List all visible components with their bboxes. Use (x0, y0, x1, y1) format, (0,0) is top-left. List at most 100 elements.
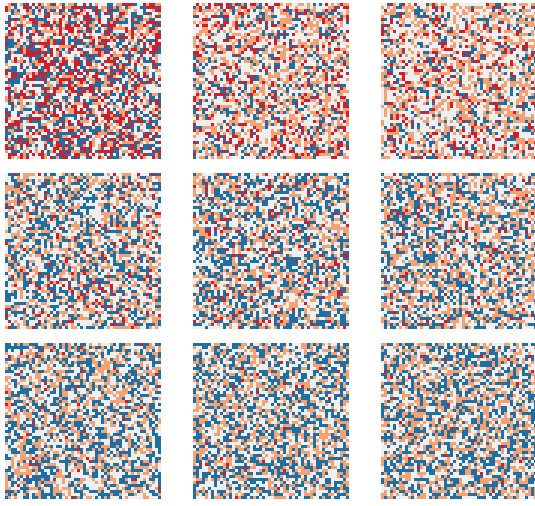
cell-red (50, 60, 53, 63)
cell-blue (137, 39, 140, 42)
cell-blue (322, 117, 325, 120)
cell-blue (113, 102, 116, 105)
cell-red (295, 156, 298, 159)
cell-orange (531, 114, 534, 117)
cell-blue (334, 30, 337, 33)
cell-orange (286, 12, 289, 15)
cell-red (343, 6, 346, 9)
cell-red (23, 93, 26, 96)
cell-blue (319, 114, 322, 117)
cell-orange (259, 90, 262, 93)
cell-orange (47, 84, 50, 87)
cell-orange (265, 33, 268, 36)
cell-orange (280, 78, 283, 81)
cell-orange (211, 105, 214, 108)
cell-red (343, 129, 346, 132)
cell-orange (522, 84, 525, 87)
cell-red (29, 18, 32, 21)
cell-red (89, 90, 92, 93)
cell-red (152, 27, 155, 30)
cell-blue (199, 63, 202, 66)
cell-orange (474, 90, 477, 93)
cell-blue (47, 132, 50, 135)
cell-red (516, 30, 519, 33)
cell-orange (498, 99, 501, 102)
cell-blue (62, 117, 65, 120)
cell-orange (381, 48, 384, 51)
cell-orange (71, 33, 74, 36)
cell-orange (420, 27, 423, 30)
cell-blue (498, 78, 501, 81)
cell-blue (498, 108, 501, 111)
cell-orange (423, 147, 426, 150)
cell-orange (53, 18, 56, 21)
cell-red (38, 117, 41, 120)
cell-orange (522, 111, 525, 114)
cell-red (480, 36, 483, 39)
cell-red (80, 72, 83, 75)
cell-red (250, 135, 253, 138)
cell-orange (513, 120, 516, 123)
cell-orange (513, 129, 516, 132)
cell-blue (289, 45, 292, 48)
cell-blue (47, 117, 50, 120)
cell-blue (426, 123, 429, 126)
cell-orange (477, 81, 480, 84)
cell-orange (280, 21, 283, 24)
cell-blue (459, 75, 462, 78)
cell-red (59, 42, 62, 45)
cell-red (301, 21, 304, 24)
cell-red (387, 129, 390, 132)
cell-red (274, 39, 277, 42)
cell-red (29, 51, 32, 54)
cell-blue (486, 129, 489, 132)
cell-blue (199, 84, 202, 87)
cell-blue (38, 78, 41, 81)
cell-orange (20, 21, 23, 24)
cell-orange (486, 51, 489, 54)
cell-orange (310, 24, 313, 27)
cell-red (11, 3, 14, 6)
cell-orange (498, 63, 501, 66)
cell-orange (516, 42, 519, 45)
cell-orange (119, 54, 122, 57)
cell-blue (486, 21, 489, 24)
cell-orange (71, 75, 74, 78)
cell-red (101, 63, 104, 66)
cell-red (393, 81, 396, 84)
cell-orange (298, 84, 301, 87)
cell-orange (44, 6, 47, 9)
cell-red (510, 72, 513, 75)
cell-blue (510, 93, 513, 96)
cell-orange (531, 33, 534, 36)
cell-orange (483, 111, 486, 114)
cell-orange (68, 96, 71, 99)
cell-blue (307, 114, 310, 117)
cell-orange (325, 108, 328, 111)
cell-blue (328, 84, 331, 87)
cell-red (235, 3, 238, 6)
cell-orange (134, 18, 137, 21)
cell-blue (337, 42, 340, 45)
cell-blue (277, 66, 280, 69)
cell-red (101, 69, 104, 72)
cell-blue (462, 147, 465, 150)
cell-red (462, 96, 465, 99)
cell-blue (399, 84, 402, 87)
cell-orange (525, 3, 528, 6)
cell-orange (447, 105, 450, 108)
cell-orange (465, 60, 468, 63)
cell-orange (453, 93, 456, 96)
cell-red (193, 123, 196, 126)
cell-blue (501, 102, 504, 105)
cell-red (32, 132, 35, 135)
cell-blue (107, 132, 110, 135)
cell-orange (149, 15, 152, 18)
cell-blue (480, 54, 483, 57)
cell-red (38, 3, 41, 6)
cell-blue (14, 150, 17, 153)
cell-red (119, 36, 122, 39)
cell-orange (235, 39, 238, 42)
cell-red (316, 150, 319, 153)
cell-orange (128, 33, 131, 36)
